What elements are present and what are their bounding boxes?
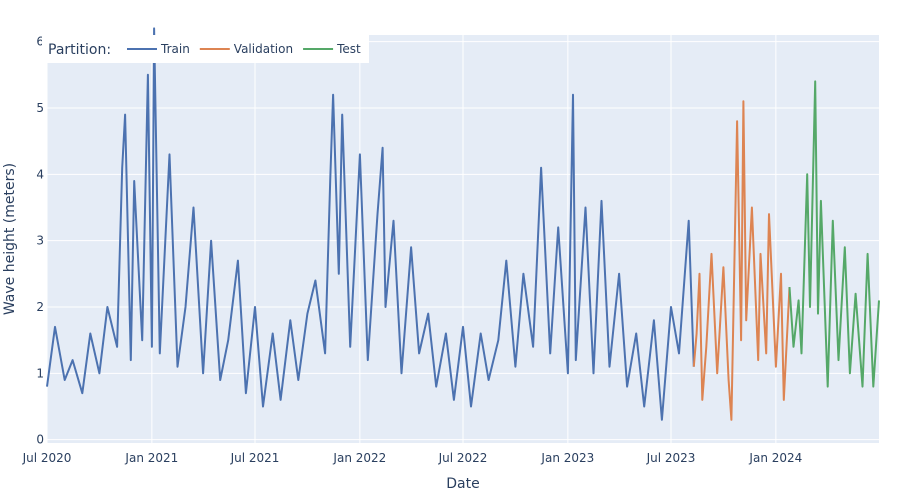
y-axis-title: Wave height (meters) xyxy=(2,163,18,315)
y-tick-label: 3 xyxy=(36,234,44,248)
x-tick-label: Jul 2022 xyxy=(438,451,488,465)
legend-item-validation[interactable]: Validation xyxy=(199,42,293,56)
x-axis-title: Date xyxy=(446,476,479,492)
y-tick-label: 4 xyxy=(36,167,44,181)
x-tick-layer: Jul 2020 Jan 2021 Jul 2021 Jan 2022 Jul 2022… xyxy=(22,451,803,465)
y-tick-label: 0 xyxy=(36,433,44,447)
legend[interactable]: Partition: Train Validation Test xyxy=(42,35,369,63)
y-tick-label: 6 xyxy=(36,35,44,49)
y-tick-layer: 0 1 2 3 4 5 6 xyxy=(36,35,44,447)
x-tick-label: Jul 2020 xyxy=(22,451,72,465)
series-layer xyxy=(46,27,880,421)
legend-title: Partition: xyxy=(48,42,111,58)
series-line-train xyxy=(46,27,695,421)
y-tick-label: 5 xyxy=(36,101,44,115)
legend-item-test[interactable]: Test xyxy=(303,42,361,56)
x-tick-label: Jan 2024 xyxy=(748,451,802,465)
legend-label: Train xyxy=(160,42,190,56)
series-line-validation xyxy=(692,100,791,421)
x-tick-label: Jul 2021 xyxy=(230,451,280,465)
series-line-test xyxy=(788,80,880,388)
legend-items[interactable]: Train Validation Test xyxy=(127,42,361,56)
x-tick-label: Jul 2023 xyxy=(646,451,696,465)
x-tick-label: Jan 2022 xyxy=(332,451,386,465)
x-tick-label: Jan 2021 xyxy=(124,451,178,465)
y-tick-label: 1 xyxy=(36,366,44,380)
legend-label: Test xyxy=(336,42,361,56)
legend-item-train[interactable]: Train xyxy=(127,42,190,56)
x-tick-label: Jan 2023 xyxy=(540,451,594,465)
legend-label: Validation xyxy=(234,42,293,56)
y-tick-label: 2 xyxy=(36,300,44,314)
